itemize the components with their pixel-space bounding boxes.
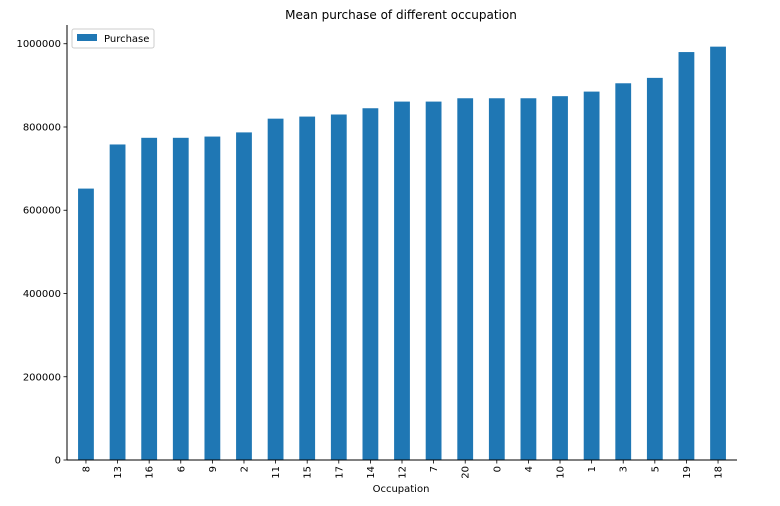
legend-swatch-purchase bbox=[77, 34, 97, 41]
x-tick-label: 18 bbox=[714, 466, 725, 479]
x-tick-label: 0 bbox=[492, 466, 503, 472]
x-tick-label: 14 bbox=[366, 466, 377, 479]
x-tick-label: 4 bbox=[524, 466, 535, 472]
bar-occupation-7 bbox=[425, 101, 442, 460]
x-tick-label: 12 bbox=[398, 466, 409, 479]
x-tick-label: 20 bbox=[461, 466, 472, 479]
bars-group bbox=[78, 46, 726, 461]
x-tick-label: 5 bbox=[650, 466, 661, 472]
bar-occupation-16 bbox=[141, 137, 158, 460]
bar-occupation-2 bbox=[236, 132, 252, 460]
x-tick-label: 17 bbox=[334, 466, 345, 479]
bar-occupation-4 bbox=[520, 98, 537, 460]
y-tick-label: 600000 bbox=[23, 206, 61, 217]
bar-occupation-18 bbox=[710, 46, 726, 461]
x-tick-label: 7 bbox=[429, 466, 440, 472]
x-tick-label: 9 bbox=[208, 466, 219, 472]
x-tick-label: 13 bbox=[113, 466, 124, 479]
bar-occupation-15 bbox=[299, 116, 316, 460]
bar-occupation-11 bbox=[267, 118, 284, 460]
bar-occupation-10 bbox=[552, 96, 568, 461]
bar-occupation-0 bbox=[488, 98, 505, 460]
x-tick-label: 2 bbox=[239, 466, 250, 472]
y-tick-label: 800000 bbox=[23, 122, 61, 133]
y-tick-label: 200000 bbox=[23, 372, 61, 383]
x-tick-label: 8 bbox=[81, 466, 92, 472]
y-tick-label: 400000 bbox=[23, 289, 61, 300]
bar-occupation-5 bbox=[646, 77, 663, 461]
bar-occupation-3 bbox=[615, 83, 632, 460]
x-tick-label: 16 bbox=[145, 466, 156, 479]
x-axis-ticks: 8 13 16 6 9 2 11 15 17 14 12 7 20 0 4 10 1 3 5 19 18 bbox=[81, 460, 725, 479]
bar-occupation-13 bbox=[109, 144, 126, 460]
y-tick-label: 1000000 bbox=[16, 39, 61, 50]
chart-title: Mean purchase of different occupation bbox=[285, 8, 517, 22]
x-tick-label: 1 bbox=[587, 466, 598, 472]
x-tick-label: 15 bbox=[303, 466, 314, 479]
x-tick-label: 3 bbox=[619, 466, 630, 472]
bar-occupation-9 bbox=[204, 136, 221, 460]
bar-occupation-8 bbox=[78, 188, 94, 460]
x-tick-label: 19 bbox=[682, 466, 693, 479]
legend: Purchase bbox=[71, 28, 155, 49]
legend-label-purchase: Purchase bbox=[104, 34, 149, 45]
bar-occupation-20 bbox=[457, 98, 474, 460]
bar-occupation-6 bbox=[172, 137, 189, 460]
x-tick-label: 11 bbox=[271, 466, 282, 479]
bar-occupation-19 bbox=[678, 52, 695, 461]
x-tick-label: 6 bbox=[176, 466, 187, 472]
legend-box bbox=[71, 28, 155, 49]
x-tick-label: 10 bbox=[556, 466, 567, 479]
bar-occupation-17 bbox=[330, 114, 347, 460]
y-tick-label: 0 bbox=[55, 456, 61, 467]
bar-occupation-12 bbox=[394, 101, 410, 460]
y-axis-ticks: 0 200000 400000 600000 800000 1000000 bbox=[16, 39, 67, 467]
bar-occupation-14 bbox=[362, 108, 379, 460]
x-axis-label: Occupation bbox=[373, 484, 430, 495]
bar-occupation-1 bbox=[583, 91, 600, 460]
